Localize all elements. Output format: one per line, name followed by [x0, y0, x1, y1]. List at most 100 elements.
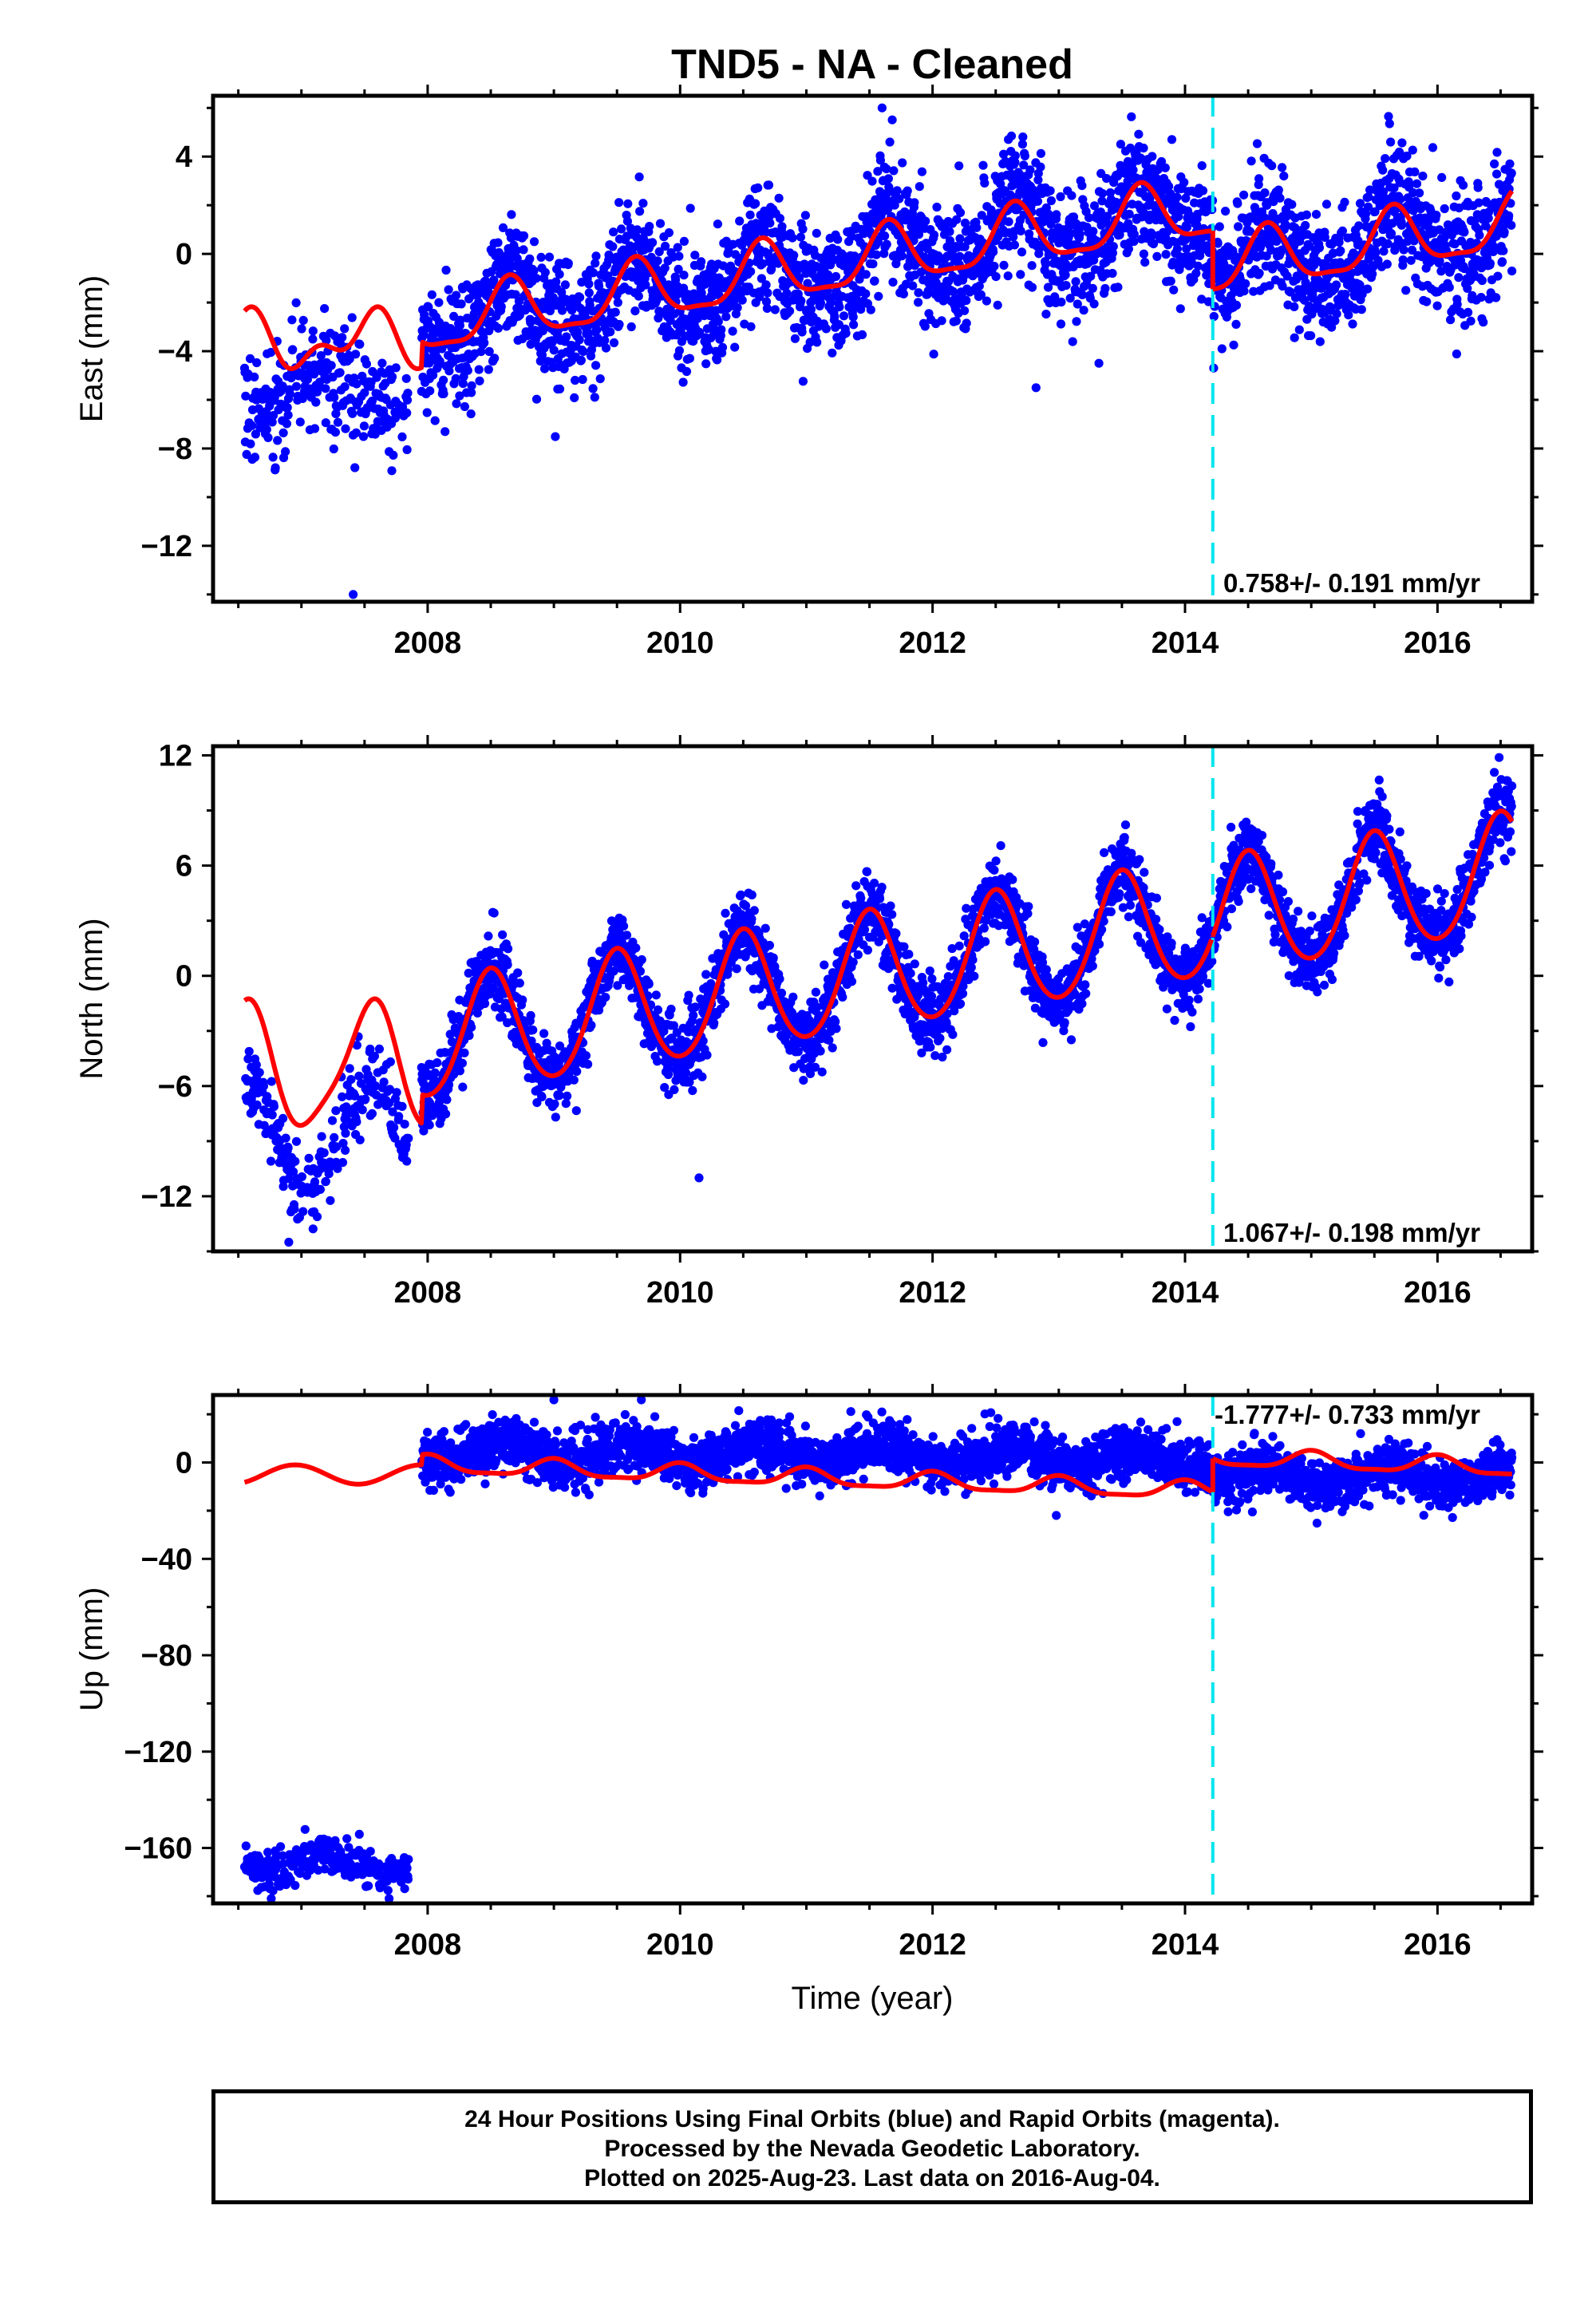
data-point [1336, 246, 1345, 255]
data-point [562, 332, 571, 342]
y-tick-label: 0 [176, 238, 192, 271]
data-point [572, 1066, 582, 1077]
data-point [1398, 255, 1408, 265]
data-point [1378, 165, 1388, 175]
data-point [401, 373, 411, 383]
data-point [389, 450, 398, 460]
data-point [600, 335, 610, 346]
data-point [526, 1010, 535, 1021]
data-point [610, 307, 620, 317]
data-point [1139, 249, 1148, 259]
data-point [1056, 319, 1066, 329]
data-point [688, 1085, 697, 1096]
data-point [525, 254, 535, 263]
data-point [1315, 337, 1325, 346]
data-point [321, 418, 330, 428]
data-point [960, 306, 970, 315]
data-point [626, 322, 636, 332]
data-point [387, 372, 397, 381]
data-point [685, 204, 695, 213]
data-point [330, 1132, 339, 1142]
data-point [335, 368, 345, 377]
data-point [993, 300, 1002, 310]
data-point [282, 403, 292, 413]
data-point [330, 393, 339, 402]
data-point [817, 1067, 827, 1077]
data-point [951, 316, 961, 326]
data-point [990, 262, 999, 271]
data-point [841, 328, 851, 338]
data-point [1507, 220, 1516, 230]
data-point [273, 436, 282, 445]
data-point [717, 342, 728, 352]
data-point [849, 320, 859, 330]
data-point [679, 236, 689, 246]
data-point [591, 251, 601, 261]
data-point [812, 338, 822, 347]
data-point [608, 242, 618, 251]
data-point [493, 323, 504, 333]
data-point [1252, 139, 1262, 148]
data-point [529, 266, 539, 275]
data-point [590, 393, 599, 402]
data-point [1246, 156, 1256, 166]
data-point [841, 899, 851, 909]
data-point-outlier [349, 590, 358, 599]
data-point [1197, 161, 1207, 171]
data-point [622, 931, 632, 940]
data-point [588, 384, 598, 393]
data-point [799, 1076, 808, 1085]
data-point [1464, 307, 1473, 317]
data-point [460, 401, 470, 412]
data-point [601, 343, 611, 353]
data-point [429, 370, 438, 380]
data-point [1004, 217, 1013, 227]
data-point [1079, 306, 1088, 315]
data-point [594, 282, 604, 291]
data-point [310, 424, 320, 433]
data-point [747, 914, 757, 923]
data-point [504, 944, 513, 954]
data-point [789, 251, 799, 260]
data-point [392, 410, 401, 420]
data-point [1279, 172, 1289, 181]
data-point [782, 288, 792, 298]
data-point [394, 1112, 404, 1121]
data-point [259, 1081, 268, 1091]
data-point [483, 286, 493, 295]
data-point [839, 311, 849, 321]
data-point [1172, 192, 1182, 202]
data-point [871, 250, 881, 259]
data-point [885, 137, 895, 147]
data-point [746, 322, 756, 331]
data-point [460, 1048, 469, 1057]
data-point [467, 381, 476, 390]
data-point [340, 324, 350, 334]
data-point [1075, 229, 1084, 239]
data-point [980, 178, 990, 188]
data-point [1475, 231, 1484, 240]
data-point [830, 311, 839, 322]
data-point [245, 354, 255, 363]
data-point-outlier [1031, 383, 1041, 393]
data-point [548, 293, 558, 302]
data-point [730, 342, 740, 352]
data-point [1239, 190, 1249, 200]
data-point [507, 210, 516, 219]
data-point [512, 254, 522, 263]
data-point [1056, 192, 1065, 202]
data-point [796, 296, 806, 306]
data-point [1490, 159, 1499, 168]
data-point [1057, 297, 1066, 307]
data-point [701, 970, 711, 979]
data-point [1036, 148, 1045, 158]
data-point [389, 1123, 399, 1132]
data-point [360, 388, 369, 397]
data-point [560, 280, 571, 290]
data-point [1332, 280, 1341, 290]
data-point [679, 271, 689, 280]
data-point [1504, 211, 1514, 220]
data-point [753, 183, 763, 192]
data-point [887, 115, 897, 124]
data-point [898, 158, 907, 168]
